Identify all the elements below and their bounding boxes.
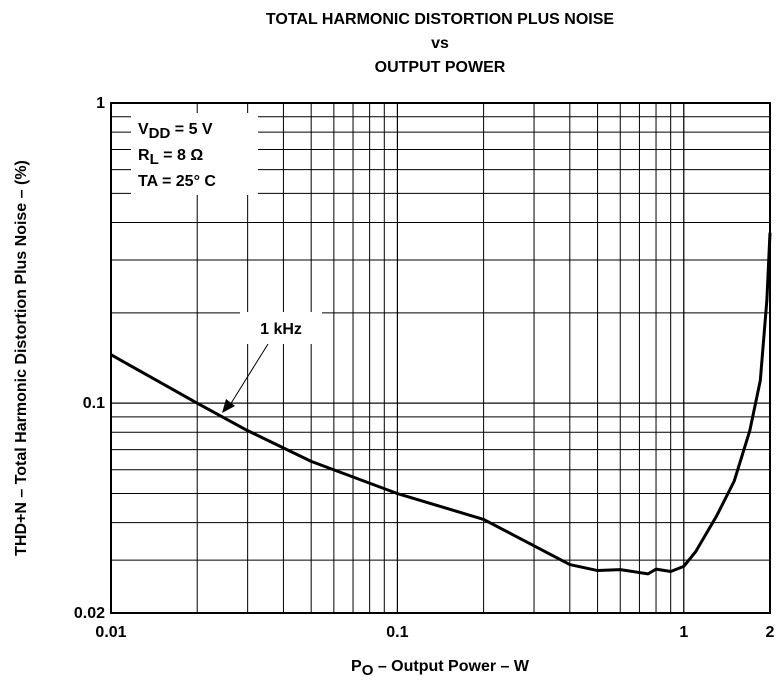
callout-arrow [222,399,235,413]
plot-frame [110,102,771,614]
series-label: 1 kHz [260,321,302,338]
condition-part: L [150,151,159,168]
series-label-box [240,312,322,344]
series-line [110,232,772,576]
conditions-box [131,113,258,195]
condition-text: VDD = 5 V [138,121,213,142]
x-tick-label: 2 [766,624,775,641]
callout-line [229,343,269,406]
y-tick-label: 0.02 [74,605,105,622]
chart-title: OUTPUT POWER [375,59,506,76]
x-axis-label: PO – Output Power – W [351,658,530,679]
x-axis-label-part: – Output Power – W [373,658,529,675]
chart-title: vs [431,35,449,52]
condition-text: RL = 8 Ω [138,147,203,168]
condition-text: TA = 25° C [138,173,216,190]
x-tick-label: 0.1 [386,624,408,641]
x-tick-label: 1 [679,624,688,641]
condition-part: R [138,147,150,164]
chart-title: TOTAL HARMONIC DISTORTION PLUS NOISE [266,11,614,28]
condition-part: DD [149,125,171,142]
x-axis-label-part: P [351,658,362,675]
condition-part: = 8 Ω [159,147,204,164]
condition-part: TA = 25° C [138,173,216,190]
condition-part: V [138,121,149,138]
x-axis-label-part: O [362,662,374,679]
y-axis-label: THD+N – Total Harmonic Distortion Plus N… [13,160,30,556]
x-tick-label: 0.01 [95,624,126,641]
y-tick-label: 0.1 [83,395,105,412]
condition-part: = 5 V [170,121,213,138]
y-tick-label: 1 [96,95,105,112]
